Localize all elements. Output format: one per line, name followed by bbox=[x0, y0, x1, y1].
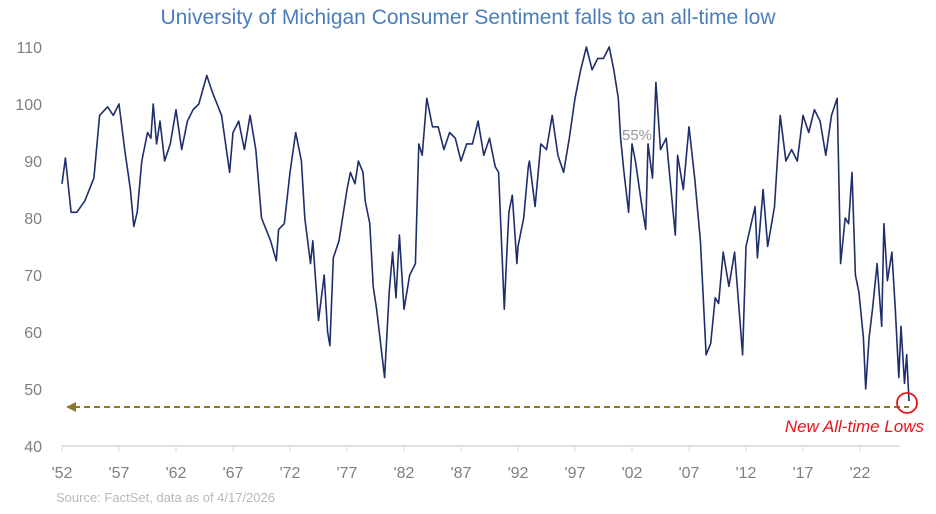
y-tick-label: 70 bbox=[24, 268, 42, 285]
y-tick-label: 110 bbox=[16, 40, 42, 57]
x-tick-label: '62 bbox=[166, 465, 187, 482]
x-tick-labels: '52 '57 '62 '67 '72 '77 '82 '87 '92 '97 '02 '07 '12 '… bbox=[52, 446, 871, 482]
y-tick-label: 90 bbox=[24, 154, 42, 171]
low-point-circle bbox=[896, 392, 918, 414]
x-tick-label: '12 bbox=[736, 465, 757, 482]
x-tick-label: '57 bbox=[109, 465, 130, 482]
y-tick-label: 60 bbox=[24, 325, 42, 342]
x-tick-label: '02 bbox=[622, 465, 643, 482]
series-line bbox=[61, 46, 910, 402]
x-tick-label: '77 bbox=[337, 465, 358, 482]
x-tick-label: '92 bbox=[508, 465, 529, 482]
y-tick-label: 40 bbox=[24, 439, 42, 456]
x-tick-label: '87 bbox=[451, 465, 472, 482]
x-tick-label: '17 bbox=[793, 465, 814, 482]
y-tick-label: 100 bbox=[15, 97, 42, 114]
x-tick-label: '07 bbox=[679, 465, 700, 482]
x-tick-label: '52 bbox=[52, 465, 73, 482]
low-label: New All-time Lows bbox=[785, 417, 925, 436]
x-tick-label: '22 bbox=[850, 465, 871, 482]
x-tick-label: '82 bbox=[394, 465, 415, 482]
stray-label: 55% bbox=[622, 127, 652, 144]
x-tick-label: '67 bbox=[223, 465, 244, 482]
source-note: Source: FactSet, data as of 4/17/2026 bbox=[56, 490, 275, 505]
y-tick-label: 80 bbox=[24, 211, 42, 228]
arrow-left-icon bbox=[66, 401, 76, 412]
y-tick-label: 50 bbox=[24, 382, 42, 399]
x-tick-label: '72 bbox=[280, 465, 301, 482]
x-tick-label: '97 bbox=[565, 465, 586, 482]
chart-title: University of Michigan Consumer Sentimen… bbox=[160, 6, 776, 29]
y-tick-labels: 40 50 60 70 80 90 100 110 bbox=[15, 40, 42, 456]
